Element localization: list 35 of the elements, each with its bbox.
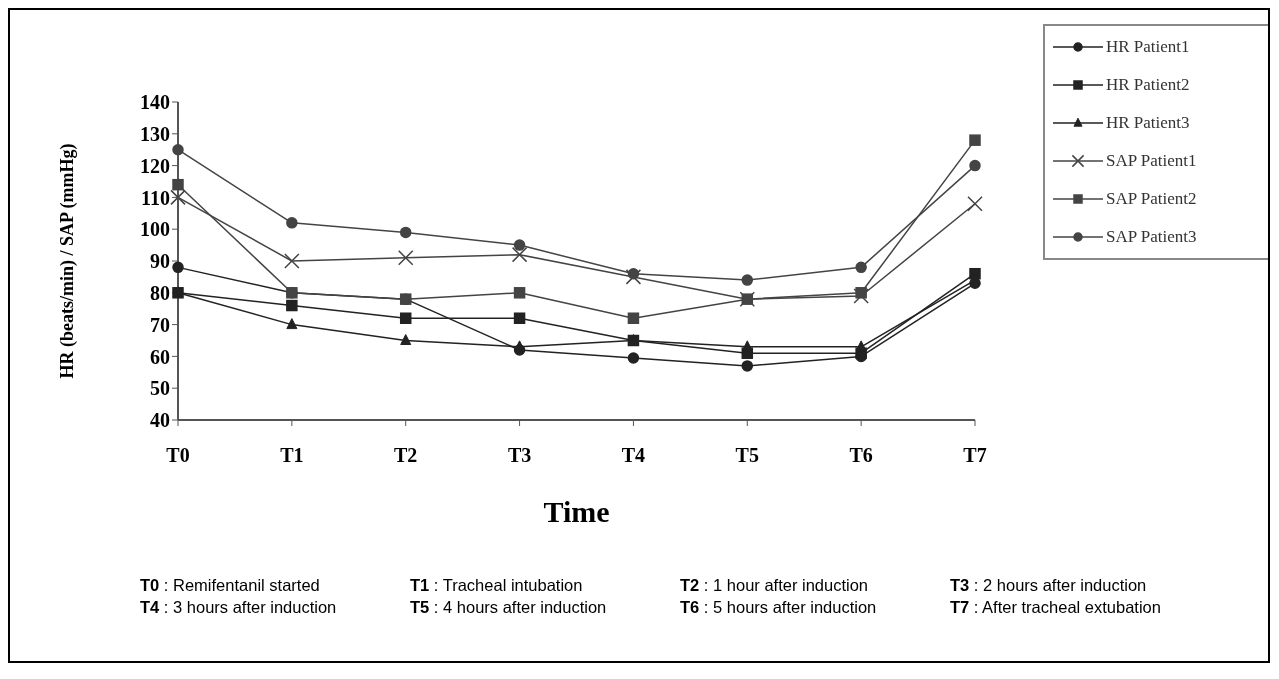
y-tick-label: 100 bbox=[140, 218, 170, 241]
y-tick-label: 130 bbox=[140, 122, 170, 145]
x-axis-title: Time bbox=[543, 495, 610, 528]
x-tick-label: T6 bbox=[849, 444, 873, 467]
y-tick-label: 90 bbox=[150, 250, 170, 273]
legend-label: SAP Patient1 bbox=[1106, 151, 1197, 171]
y-tick-label: 40 bbox=[150, 409, 170, 432]
text: T2 : 1 hour after induction bbox=[680, 576, 869, 594]
legend-label: HR Patient1 bbox=[1106, 37, 1190, 57]
text: T6 : 5 hours after induction bbox=[680, 598, 877, 616]
text: T7 : After tracheal extubation bbox=[950, 598, 1161, 616]
y-tick-label: 50 bbox=[150, 377, 170, 400]
legend-label: HR Patient2 bbox=[1106, 75, 1190, 95]
x-tick-label: T0 bbox=[166, 444, 190, 467]
text: T4 : 3 hours after induction bbox=[140, 598, 337, 616]
y-tick-label: 110 bbox=[141, 186, 170, 209]
x-tick-label: T5 bbox=[735, 444, 759, 467]
y-tick-label: 70 bbox=[150, 313, 170, 336]
y-tick-label: 60 bbox=[150, 345, 170, 368]
x-tick-label: T1 bbox=[280, 444, 304, 467]
y-tick-label: 140 bbox=[140, 91, 170, 114]
x-tick-label: T7 bbox=[963, 444, 987, 467]
text: T3 : 2 hours after induction bbox=[950, 576, 1147, 594]
text: T1 : Tracheal intubation bbox=[410, 576, 583, 594]
legend-label: HR Patient3 bbox=[1106, 113, 1190, 133]
y-tick-label: 80 bbox=[150, 281, 170, 304]
y-tick-label: 120 bbox=[140, 154, 170, 177]
x-tick-label: T3 bbox=[507, 444, 532, 467]
text: T0 : Remifentanil started bbox=[140, 576, 320, 594]
x-tick-label: T2 bbox=[394, 444, 418, 467]
legend-label: SAP Patient3 bbox=[1106, 227, 1197, 247]
x-tick-label: T4 bbox=[621, 444, 646, 467]
legend-label: SAP Patient2 bbox=[1106, 189, 1197, 209]
text: T5 : 4 hours after induction bbox=[410, 598, 607, 616]
y-axis-title: HR (beats/min) / SAP (mmHg) bbox=[57, 143, 79, 379]
